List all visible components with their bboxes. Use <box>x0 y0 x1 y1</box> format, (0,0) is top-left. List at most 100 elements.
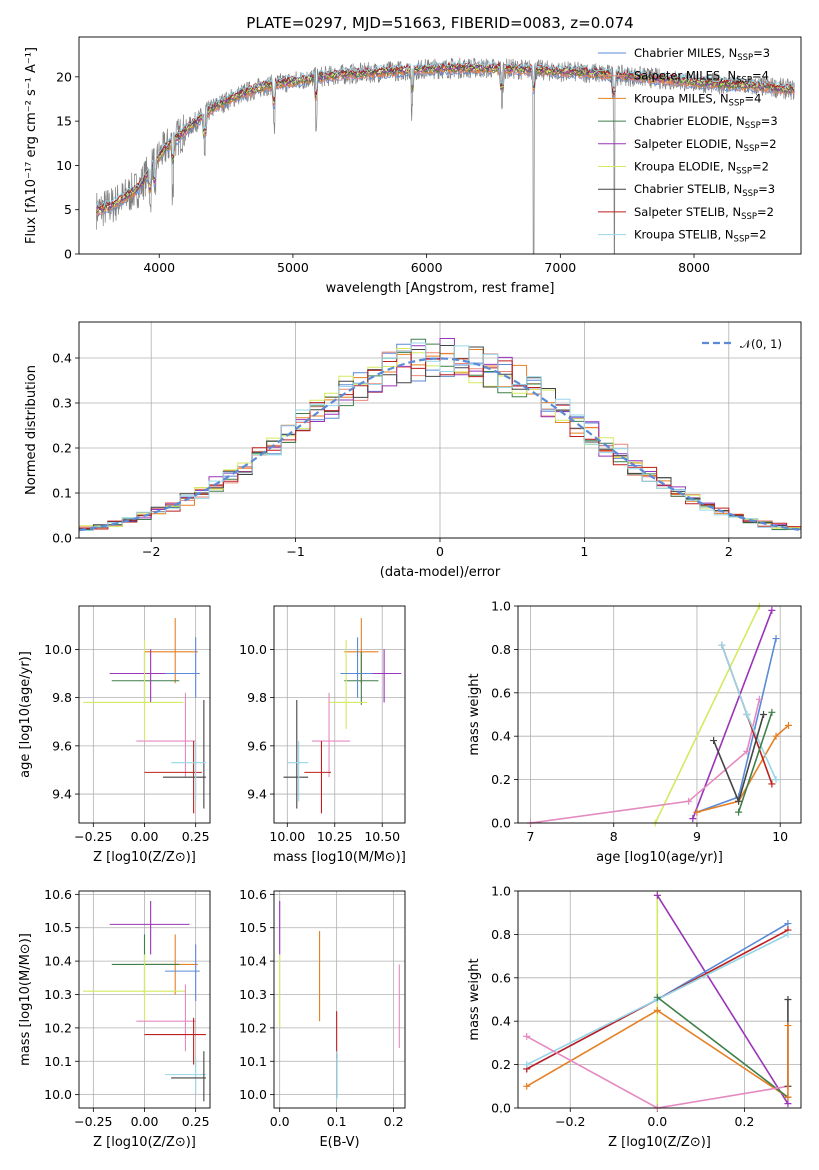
y-tick-label: 9.6 <box>247 738 267 753</box>
y-tick-label: 9.8 <box>52 690 72 705</box>
y-tick-label: 10.0 <box>44 1087 72 1102</box>
y-tick-label: 0 <box>64 247 72 262</box>
weight-marker <box>760 711 768 718</box>
weight-line-salpeter-elodie <box>656 894 789 1105</box>
x-tick-label: 7 <box>527 829 535 844</box>
residuals-panel: −2 −1 0 1 2 0.0 0.1 0.2 0.3 0.4 (data-model)/error… <box>24 321 802 580</box>
weight-marker <box>743 747 751 755</box>
y-tick-label: 0.0 <box>491 816 511 831</box>
y-axis-label: age [log10(age/yr)] <box>18 651 33 778</box>
y-tick-label: 0.6 <box>491 685 511 700</box>
legend-entry-value: =2 <box>749 228 766 242</box>
y-tick-label: 15 <box>56 114 72 129</box>
model-line-kroupa-stelib <box>96 59 795 208</box>
weight-marker <box>523 1032 531 1040</box>
x-tick-label: 10.50 <box>364 829 400 844</box>
y-tick-label: 10.2 <box>44 1020 72 1035</box>
weight-marker <box>772 776 780 784</box>
y-tick-label: 0.2 <box>491 772 511 787</box>
y-tick-label: 0.4 <box>491 729 511 744</box>
y-tick-label: 9.4 <box>52 787 72 802</box>
weight-marker <box>784 996 792 1003</box>
x-axis-label: age [log10(age/yr)] <box>596 850 723 865</box>
legend-entry-name: Chabrier ELODIE, N <box>634 114 745 128</box>
legend-entry-value: =2 <box>752 160 769 174</box>
y-tick-label: 0.4 <box>52 351 72 366</box>
legend-entry: Kroupa MILES, NSSP=4 <box>634 91 761 108</box>
legend-entry-name: Salpeter ELODIE, N <box>634 137 744 151</box>
legend-entry-subscript: SSP <box>744 144 760 154</box>
weight-marker <box>523 1082 531 1090</box>
weight-line-kroupa-elodie <box>654 606 761 823</box>
axes-frame <box>273 890 406 1109</box>
weight-vs-age-panel: 7 8 9 10 0.0 0.2 0.4 0.6 0.8 1.0 age [log10(age/yr… <box>467 599 802 865</box>
mass-vs-Z-panel: −0.25 0.00 0.25 10.0 10.1 10.2 10.3 10.4 10.5 10.… <box>18 887 211 1150</box>
weight-marker <box>755 695 763 703</box>
legend-entry: Kroupa STELIB, NSSP=2 <box>634 228 766 245</box>
y-tick-label: 10.2 <box>239 1020 267 1035</box>
weight-marker <box>772 732 780 740</box>
x-tick-label: 0.2 <box>734 1114 754 1129</box>
legend-entry: Chabrier STELIB, NSSP=3 <box>634 182 775 199</box>
legend-entry-value: =3 <box>761 114 778 128</box>
x-tick-label: 0.0 <box>647 1114 667 1129</box>
y-tick-label: 10.3 <box>44 987 72 1002</box>
weight-marker <box>743 711 751 718</box>
y-tick-label: 10.3 <box>239 987 267 1002</box>
y-tick-label: 10.1 <box>44 1054 72 1069</box>
y-tick-label: 0.6 <box>491 970 511 985</box>
axes-frame <box>78 36 802 255</box>
legend-entry-subscript: SSP <box>745 121 761 131</box>
weight-marker <box>768 606 776 614</box>
legend-entry-name: Kroupa MILES, N <box>634 91 729 105</box>
y-tick-label: 0.3 <box>52 396 72 411</box>
x-tick-label: −2 <box>142 544 160 559</box>
weight-line-chabrier-elodie <box>737 712 773 813</box>
y-tick-label: 0.0 <box>491 1101 511 1116</box>
weight-line-salpeter-elodie <box>692 610 773 819</box>
y-tick-label: 1.0 <box>491 599 511 614</box>
y-tick-label: 10.4 <box>239 954 267 969</box>
x-tick-label: 10.25 <box>317 829 353 844</box>
x-axis-label: E(B-V) <box>319 1135 359 1150</box>
x-axis-label: Z [log10(Z/Z⊙)] <box>93 850 196 865</box>
y-tick-label: 10.4 <box>44 954 72 969</box>
legend-entry: Salpeter ELODIE, NSSP=2 <box>634 137 777 154</box>
legend-entry: Chabrier MILES, NSSP=3 <box>634 46 770 63</box>
weight-marker <box>693 808 701 816</box>
weight-marker <box>785 721 793 729</box>
weight-marker <box>784 1022 792 1030</box>
weight-marker <box>653 993 661 1001</box>
legend-entry: Salpeter MILES, NSSP=4 <box>634 69 769 86</box>
weight-marker <box>784 930 792 938</box>
y-tick-label: 0.2 <box>491 1057 511 1072</box>
legend-entry-subscript: SSP <box>736 76 752 86</box>
x-tick-label: 0 <box>436 544 444 559</box>
y-tick-label: 0.4 <box>491 1014 511 1029</box>
x-tick-label: 9 <box>693 829 701 844</box>
weight-line-chabrier-miles <box>696 638 777 813</box>
x-tick-label: 0.1 <box>327 1114 347 1129</box>
y-tick-label: 10.1 <box>239 1054 267 1069</box>
x-axis-label: mass [log10(M/M⊙)] <box>273 850 406 865</box>
weight-marker <box>710 737 718 745</box>
x-axis-label: Z [log10(Z/Z⊙)] <box>93 1135 196 1150</box>
y-tick-label: 10 <box>56 158 72 173</box>
y-tick-label: 5 <box>64 202 72 217</box>
axes-frame <box>78 605 211 824</box>
legend: 𝒩(0, 1) <box>702 337 782 351</box>
legend-entry-subscript: SSP <box>736 167 752 177</box>
y-axis-label: mass weight <box>467 958 482 1040</box>
legend-entry-name: Salpeter STELIB, N <box>634 205 741 219</box>
x-axis-label: (data-model)/error <box>380 565 501 580</box>
y-axis-label: Flux [fλ10⁻¹⁷ erg cm⁻² s⁻¹ A⁻¹] <box>24 47 39 244</box>
legend-entry: Kroupa ELODIE, NSSP=2 <box>634 160 769 177</box>
y-tick-label: 20 <box>56 69 72 84</box>
y-axis-label: Normed distribution <box>24 365 39 495</box>
x-tick-label: 0.2 <box>384 1114 404 1129</box>
y-tick-label: 10.6 <box>44 887 72 902</box>
legend-entry-value: =3 <box>753 46 770 60</box>
weight-marker <box>784 920 792 928</box>
x-tick-label: 2 <box>725 544 733 559</box>
x-tick-label: 10 <box>772 829 788 844</box>
